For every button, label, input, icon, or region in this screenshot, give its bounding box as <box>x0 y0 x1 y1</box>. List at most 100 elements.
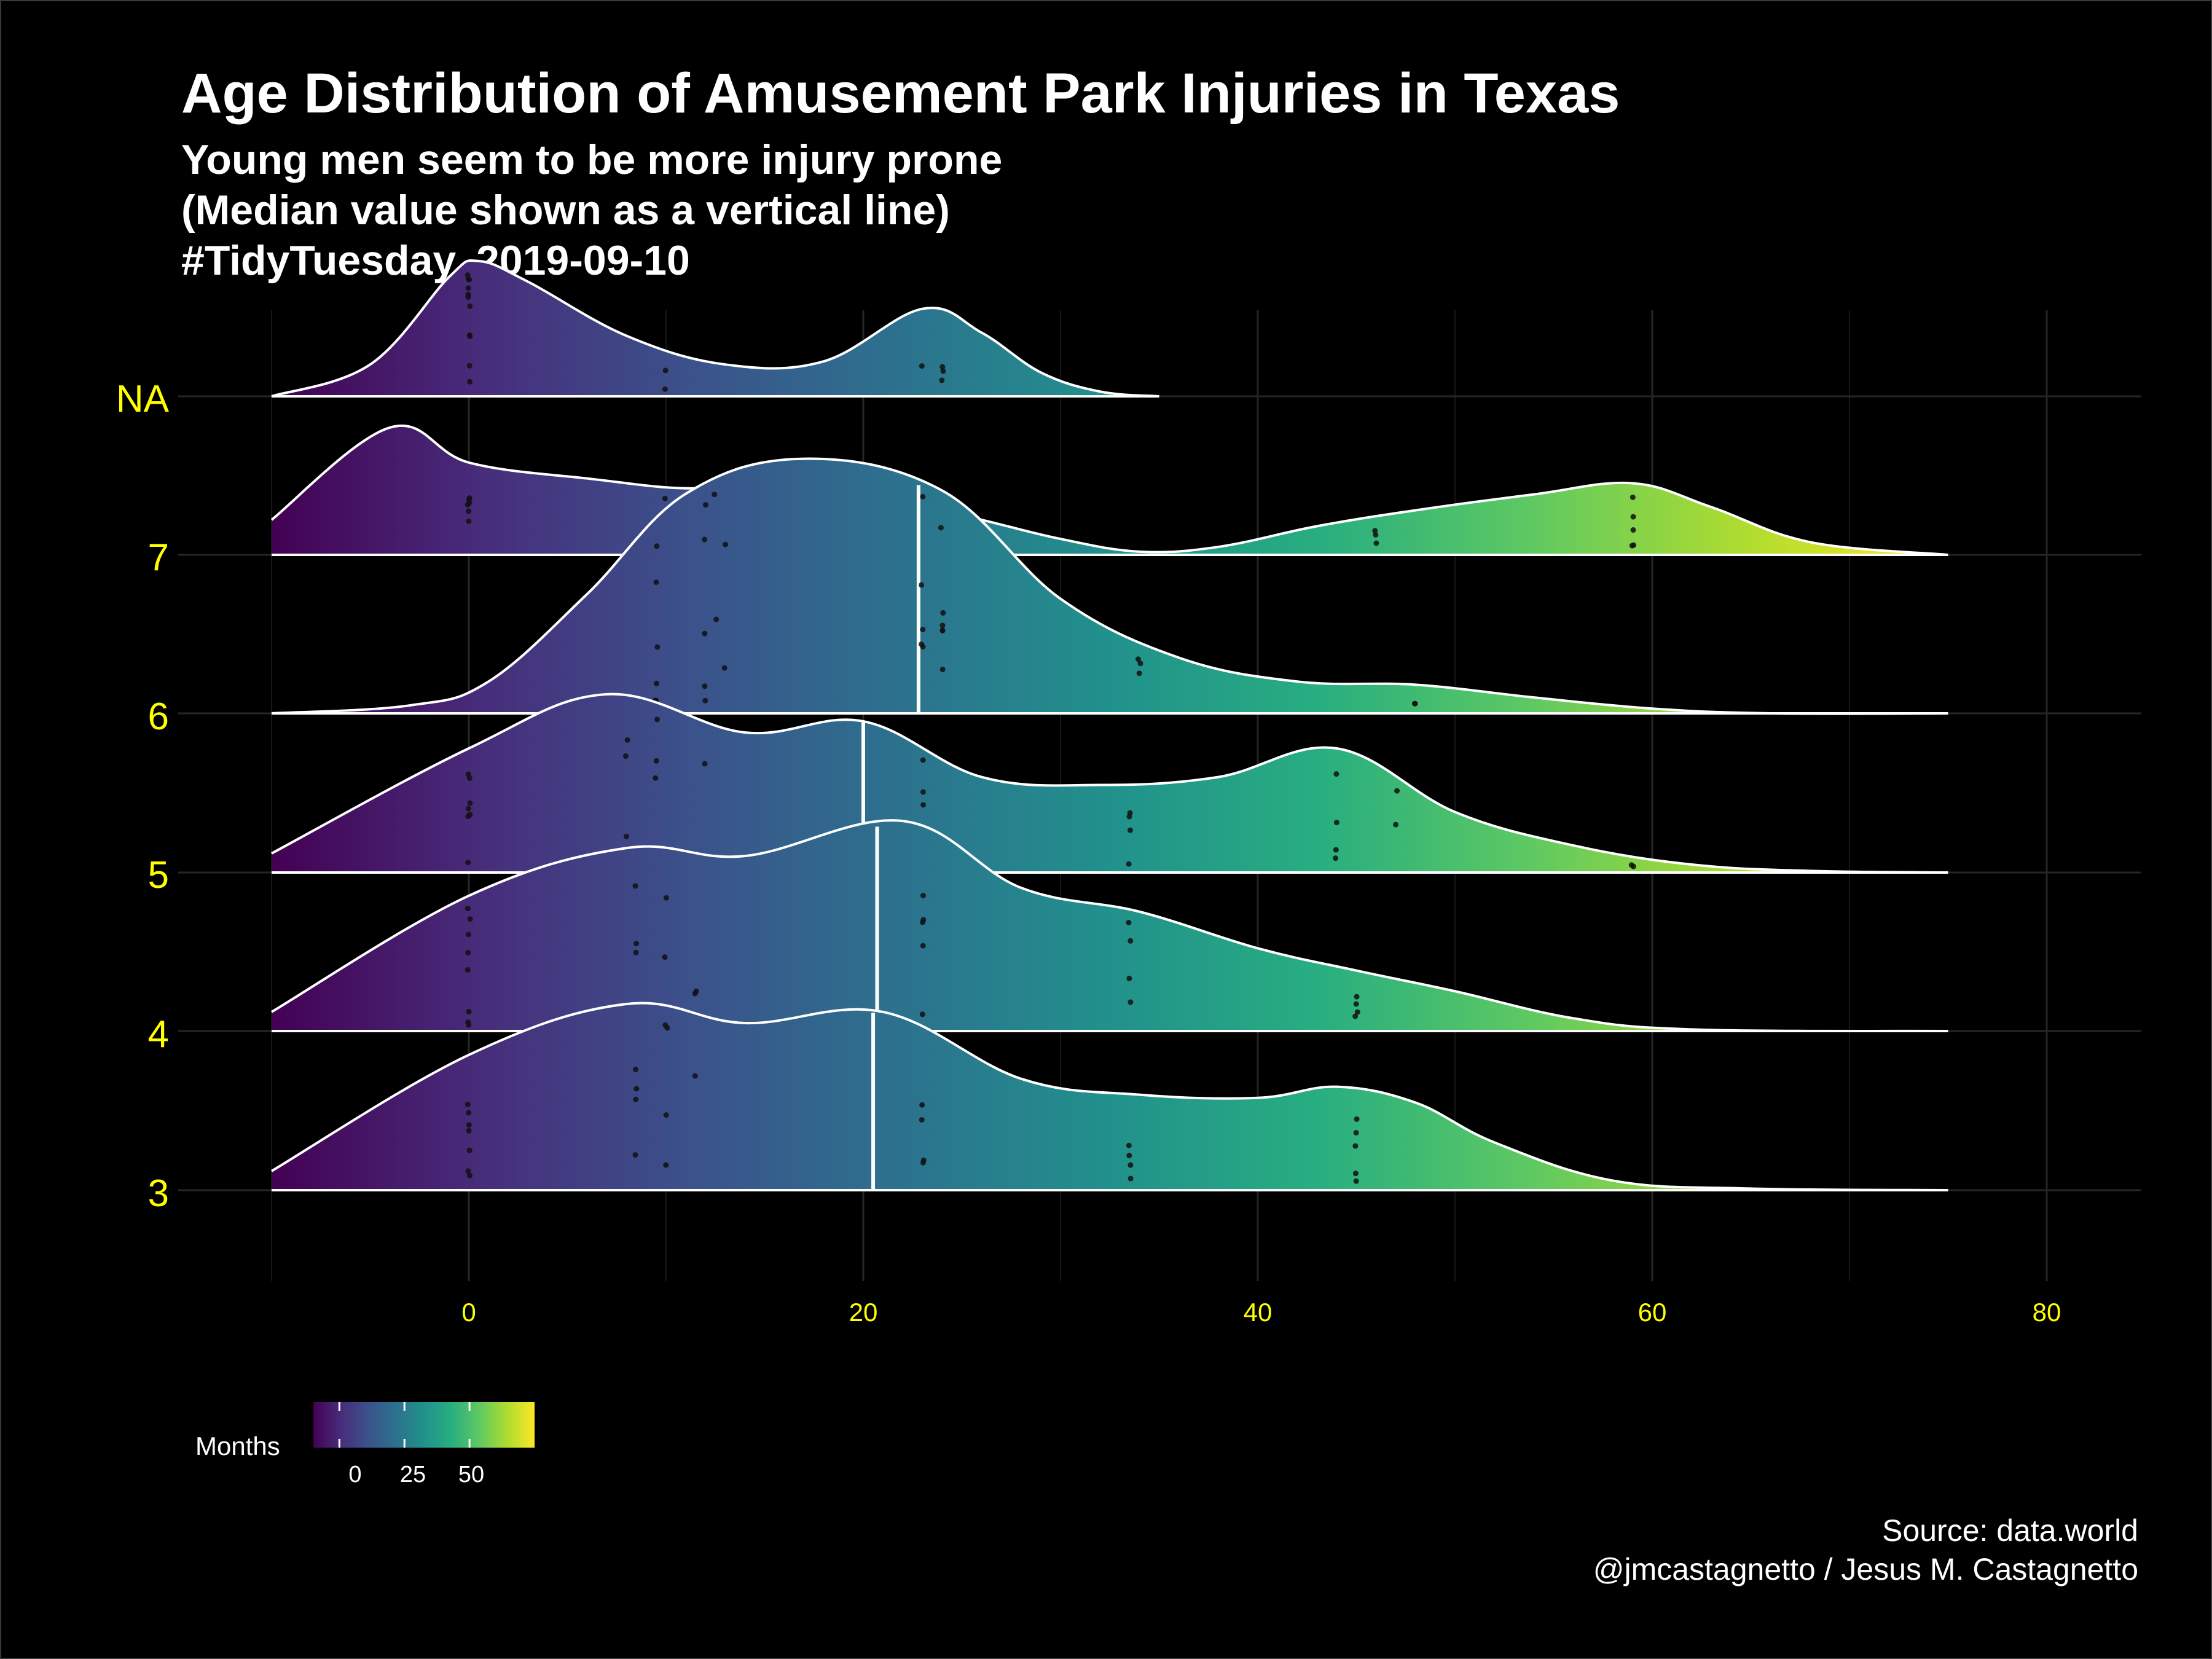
data-point <box>1393 822 1399 828</box>
chart-subtitle-line-1: Young men seem to be more injury prone <box>181 136 1002 183</box>
data-point <box>920 943 926 949</box>
caption-source: Source: data.world <box>1882 1513 2138 1548</box>
data-point <box>1333 855 1339 861</box>
data-point <box>466 332 473 339</box>
data-point <box>1128 999 1134 1005</box>
data-point <box>712 492 718 498</box>
data-point <box>721 665 728 671</box>
y-tick-label-7: 7 <box>148 536 169 579</box>
data-point <box>624 833 630 839</box>
legend-title: Months <box>195 1432 280 1461</box>
data-point <box>465 931 471 938</box>
data-point <box>692 1073 698 1079</box>
data-point <box>939 377 945 383</box>
caption-author: @jmcastagnetto / Jesus M. Castagnetto <box>1593 1552 2138 1586</box>
data-point <box>662 495 668 501</box>
data-point <box>1333 771 1339 777</box>
data-point <box>920 919 926 925</box>
data-point <box>633 941 640 947</box>
data-point <box>939 364 946 370</box>
data-point <box>465 294 471 300</box>
data-point <box>653 579 659 586</box>
data-point <box>1126 920 1132 926</box>
data-point <box>1354 1116 1360 1122</box>
data-point <box>465 1019 471 1026</box>
data-point <box>1353 1178 1359 1184</box>
ridge-outline-6 <box>271 457 1948 715</box>
ridge-outline-7 <box>270 424 1948 556</box>
data-point <box>919 363 925 369</box>
chart-subtitle-line-3: #TidyTuesday, 2019-09-10 <box>181 237 690 284</box>
ridge-7 <box>270 424 1948 556</box>
data-point <box>653 775 659 781</box>
data-point <box>662 386 668 392</box>
ridge-outline-3 <box>270 1002 1948 1191</box>
data-point <box>940 610 946 616</box>
data-point <box>466 1147 473 1153</box>
data-point <box>466 1110 472 1116</box>
data-point <box>465 814 471 820</box>
data-point <box>1333 820 1339 826</box>
data-point <box>633 1086 640 1092</box>
data-point <box>654 543 660 549</box>
data-point <box>1126 861 1132 867</box>
data-point <box>662 367 669 374</box>
data-point <box>702 697 708 704</box>
ridge-outline-4 <box>270 819 1948 1032</box>
data-point <box>663 895 669 901</box>
data-point <box>920 757 926 763</box>
data-point <box>1135 656 1141 662</box>
data-point <box>1354 1009 1360 1015</box>
data-point <box>632 883 638 889</box>
data-point <box>465 272 471 278</box>
x-tick-label-40: 40 <box>1244 1298 1273 1327</box>
data-point <box>702 761 708 767</box>
data-point <box>467 303 473 309</box>
chart-subtitle-line-2: (Median value shown as a vertical line) <box>181 187 950 233</box>
ridge-3 <box>270 1002 1948 1191</box>
chart-title: Age Distribution of Amusement Park Injur… <box>181 62 1620 125</box>
data-point <box>1353 1129 1359 1135</box>
data-point <box>662 954 668 960</box>
ridge-6 <box>271 457 1948 715</box>
y-tick-label-6: 6 <box>148 696 169 738</box>
data-point <box>1126 814 1132 820</box>
data-point <box>702 502 708 508</box>
data-point <box>1373 540 1379 546</box>
data-point <box>1128 1162 1134 1168</box>
data-point <box>466 363 473 369</box>
data-point <box>723 541 729 547</box>
data-point <box>465 906 471 912</box>
data-point <box>702 536 708 543</box>
data-point <box>920 1159 926 1166</box>
x-tick-label-20: 20 <box>849 1298 878 1327</box>
data-point <box>920 626 926 632</box>
data-point <box>1128 938 1134 944</box>
data-point <box>624 737 630 743</box>
data-point <box>465 285 471 291</box>
legend-tick-label-0: 0 <box>348 1462 361 1488</box>
data-point <box>662 1022 669 1028</box>
data-point <box>919 1011 925 1018</box>
data-point <box>465 1168 471 1174</box>
ridge-area-4 <box>272 820 1948 1031</box>
data-point <box>702 630 708 637</box>
x-tick-label-60: 60 <box>1638 1298 1667 1327</box>
data-point <box>1630 527 1636 533</box>
data-point <box>1136 670 1142 677</box>
data-point <box>920 802 927 808</box>
data-point <box>713 616 720 622</box>
data-point <box>663 1112 669 1118</box>
data-point <box>1126 975 1132 981</box>
data-point <box>1394 788 1400 794</box>
data-point <box>633 1096 639 1102</box>
data-point <box>466 508 472 514</box>
data-point <box>653 758 659 764</box>
legend-tick-label-25: 25 <box>400 1462 426 1488</box>
data-point <box>1128 1175 1134 1182</box>
ridge-na <box>271 259 1159 398</box>
data-point <box>1353 1001 1359 1007</box>
data-point <box>1126 1142 1132 1148</box>
